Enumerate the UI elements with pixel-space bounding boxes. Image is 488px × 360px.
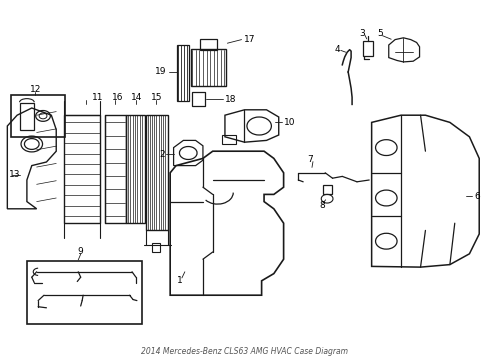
Bar bbox=[222, 135, 236, 144]
Text: 12: 12 bbox=[29, 85, 41, 94]
Bar bbox=[191, 92, 205, 106]
Bar bbox=[63, 115, 100, 223]
Text: 9: 9 bbox=[78, 247, 83, 256]
Text: 8: 8 bbox=[319, 202, 325, 210]
Text: 3: 3 bbox=[358, 29, 364, 37]
Text: 7: 7 bbox=[307, 154, 313, 163]
Bar bbox=[362, 41, 372, 56]
Bar bbox=[11, 95, 64, 137]
Text: 10: 10 bbox=[283, 118, 295, 127]
Text: 15: 15 bbox=[150, 93, 162, 102]
Bar bbox=[105, 115, 125, 223]
Text: 11: 11 bbox=[92, 93, 103, 102]
Text: 1: 1 bbox=[177, 276, 183, 285]
Text: 16: 16 bbox=[111, 93, 123, 102]
Bar bbox=[190, 49, 225, 86]
Bar bbox=[177, 45, 188, 101]
Text: 2: 2 bbox=[159, 150, 165, 158]
Text: 14: 14 bbox=[131, 93, 142, 102]
Bar bbox=[27, 261, 142, 324]
Text: 19: 19 bbox=[154, 68, 166, 77]
Text: 18: 18 bbox=[224, 94, 236, 104]
Bar bbox=[151, 243, 160, 252]
Bar bbox=[126, 115, 144, 223]
Text: 6: 6 bbox=[473, 192, 479, 201]
Text: 2014 Mercedes-Benz CLS63 AMG HVAC Case Diagram: 2014 Mercedes-Benz CLS63 AMG HVAC Case D… bbox=[141, 346, 347, 356]
Text: 4: 4 bbox=[334, 45, 340, 54]
Text: 5: 5 bbox=[377, 29, 383, 38]
Text: 17: 17 bbox=[243, 35, 255, 44]
Bar bbox=[322, 185, 331, 194]
Bar bbox=[145, 115, 167, 230]
Bar bbox=[192, 92, 204, 106]
Bar bbox=[199, 39, 216, 50]
Bar bbox=[20, 103, 34, 130]
Text: 13: 13 bbox=[9, 170, 20, 179]
